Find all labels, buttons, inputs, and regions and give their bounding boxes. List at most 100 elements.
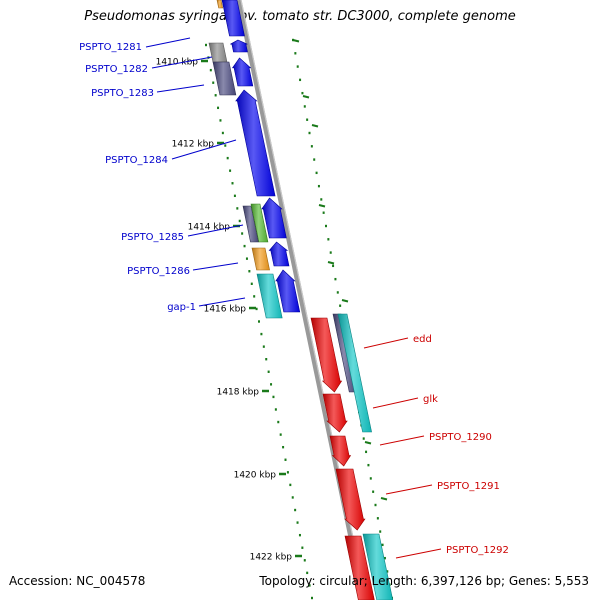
guide-dot: [217, 106, 220, 110]
guide-dot: [381, 543, 384, 547]
guide-dot: [226, 156, 229, 160]
guide-dot: [229, 169, 232, 172]
ruler-tick-label: 1412 kbp: [172, 140, 215, 150]
guide-dot: [310, 145, 313, 148]
gene-label[interactable]: glk: [423, 394, 438, 405]
map-title: Pseudomonas syringae pv. tomato str. DC3…: [84, 9, 516, 24]
guide-dot: [262, 345, 265, 348]
ruler-tick-label: 1416 kbp: [204, 305, 247, 315]
guide-dot: [219, 119, 222, 122]
guide-dot: [289, 483, 292, 487]
gene-block: [235, 89, 276, 197]
guide-dot: [279, 433, 282, 436]
gene-label-leader: [372, 397, 419, 409]
gene-label[interactable]: PSPTO_1291: [437, 481, 500, 492]
gene-label-leader: [187, 224, 244, 237]
guide-dot: [327, 238, 330, 241]
guide-dot: [383, 556, 386, 560]
guide-dot: [365, 450, 368, 454]
guide-dot: [306, 118, 309, 121]
guide-dot: [260, 332, 263, 336]
guide-dot: [334, 277, 337, 281]
guide-dot: [233, 194, 236, 198]
guide-dot: [311, 596, 313, 600]
gene-label-leader: [379, 435, 425, 446]
gene-label-leader: [145, 37, 191, 48]
guide-dot: [313, 158, 316, 161]
gene-label[interactable]: PSPTO_1290: [429, 432, 492, 443]
guide-dot: [270, 383, 273, 386]
guide-dot: [212, 81, 215, 84]
guide-dot: [236, 207, 239, 210]
guide-dot: [294, 52, 297, 55]
guide-dot: [253, 295, 256, 298]
guide-dot: [379, 530, 382, 533]
gene-block: [242, 205, 259, 243]
gene-label[interactable]: gap-1: [167, 302, 196, 313]
guide-dot: [367, 463, 370, 467]
gene-label[interactable]: edd: [413, 334, 432, 345]
outer-tick-mark: [327, 261, 335, 265]
gene-block: [221, 0, 245, 37]
guide-dot: [209, 68, 212, 72]
outer-tick-mark: [302, 95, 310, 99]
gene-block: [362, 533, 394, 600]
guide-dot: [267, 370, 270, 373]
guide-dot: [339, 304, 342, 307]
guide-dot: [298, 533, 301, 537]
gene-label[interactable]: PSPTO_1292: [446, 545, 509, 556]
guide-dot: [258, 320, 260, 323]
guide-dot: [265, 358, 268, 361]
guide-dot: [372, 490, 375, 493]
guide-dot: [231, 182, 234, 185]
gene-block: [275, 269, 301, 313]
gene-label-leader: [385, 484, 433, 495]
guide-dot: [224, 144, 227, 147]
gene-block: [251, 247, 270, 271]
guide-dot: [376, 517, 379, 520]
gene-label[interactable]: PSPTO_1282: [85, 64, 148, 75]
gene-block: [208, 42, 228, 63]
guide-dot: [374, 503, 377, 507]
outer-tick-mark: [380, 497, 388, 501]
guide-dot: [286, 471, 289, 474]
guide-dot: [245, 257, 248, 260]
outer-tick-mark: [364, 441, 372, 445]
ruler-tick-label: 1422 kbp: [250, 553, 293, 563]
gene-block: [268, 241, 290, 267]
guide-dot: [299, 78, 302, 82]
gene-label-leader: [151, 56, 213, 69]
ruler-tick-label: 1414 kbp: [188, 223, 231, 233]
gene-label-leader: [171, 139, 237, 160]
guide-dot: [325, 224, 327, 228]
guide-dot: [386, 570, 389, 573]
gene-label[interactable]: PSPTO_1283: [91, 88, 154, 99]
guide-dot: [205, 43, 207, 47]
guide-dot: [241, 232, 244, 235]
guide-dot: [303, 105, 306, 108]
gene-block: [261, 197, 287, 239]
accession-text: Accession: NC_004578: [9, 574, 146, 588]
guide-dot: [214, 94, 217, 97]
gene-label-leader: [363, 337, 409, 349]
genome-summary-text: Topology: circular; Length: 6,397,126 bp…: [259, 574, 589, 588]
guide-dot: [294, 508, 297, 512]
outer-tick-mark: [341, 299, 349, 303]
guide-dot: [274, 408, 277, 411]
gene-block: [322, 393, 348, 433]
gene-label[interactable]: PSPTO_1284: [105, 155, 168, 166]
gene-label[interactable]: PSPTO_1286: [127, 266, 190, 277]
inner-dotted-guide: [205, 43, 313, 600]
outer-tick-mark: [318, 204, 326, 208]
guide-dot: [238, 219, 241, 223]
guide-dot: [255, 307, 258, 311]
ruler-tick-label: 1418 kbp: [217, 388, 260, 398]
gene-label[interactable]: PSPTO_1281: [79, 42, 142, 53]
gene-label-leader: [198, 297, 246, 307]
guide-dot: [250, 282, 253, 285]
gene-block: [329, 435, 352, 467]
guide-dot: [284, 458, 287, 461]
gene-label-leader: [395, 548, 442, 559]
gene-block: [335, 468, 366, 531]
gene-label[interactable]: PSPTO_1285: [121, 232, 184, 243]
